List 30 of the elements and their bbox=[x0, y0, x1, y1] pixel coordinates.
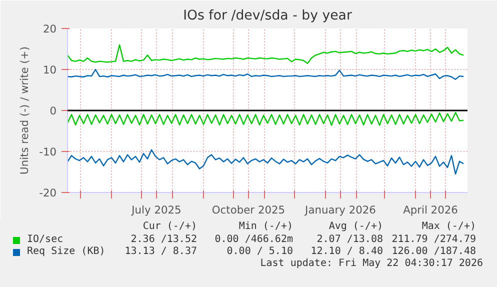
x-tick-label: October 2025 bbox=[212, 204, 286, 216]
legend-label: Req Size (KB) bbox=[27, 246, 106, 258]
line-series bbox=[68, 112, 464, 126]
text: 2.36 /13.52 bbox=[130, 234, 197, 246]
text: Cur (-/+) bbox=[142, 221, 197, 233]
text: Last update: Fri May 22 04:30:17 2026 bbox=[260, 258, 483, 270]
y-axis-title: Units read (-) / write (+) bbox=[18, 46, 32, 174]
legend-label: IO/sec bbox=[27, 234, 64, 246]
chart-title: IOs for /dev/sda - by year bbox=[183, 8, 352, 24]
text: Min (-/+) bbox=[238, 221, 293, 233]
y-tick-label: 0 bbox=[50, 104, 57, 118]
text: 13.13 / 8.37 bbox=[124, 246, 197, 258]
text: 0.00 /466.62m bbox=[214, 234, 293, 246]
x-tick-label: January 2026 bbox=[304, 204, 376, 216]
text: 126.00 /187.48 bbox=[392, 246, 476, 258]
x-tick-label: April 2026 bbox=[403, 204, 458, 216]
y-tick-label: 10 bbox=[42, 64, 57, 76]
y-tick-label: -20 bbox=[39, 186, 57, 200]
text: 12.10 / 8.40 bbox=[310, 246, 383, 258]
text: Max (-/+) bbox=[422, 221, 476, 233]
y-tick-label: 20 bbox=[42, 22, 57, 36]
text: 0.00 / 5.10 bbox=[226, 246, 293, 258]
text: 211.79 /274.79 bbox=[392, 234, 476, 246]
line-series bbox=[68, 44, 464, 64]
text: Avg (-/+) bbox=[328, 221, 383, 233]
text: 2.07 /13.08 bbox=[316, 234, 383, 246]
x-tick-label: July 2025 bbox=[130, 204, 182, 216]
line-series bbox=[68, 68, 464, 80]
line-series bbox=[68, 149, 464, 175]
y-tick-label: -10 bbox=[39, 146, 57, 158]
